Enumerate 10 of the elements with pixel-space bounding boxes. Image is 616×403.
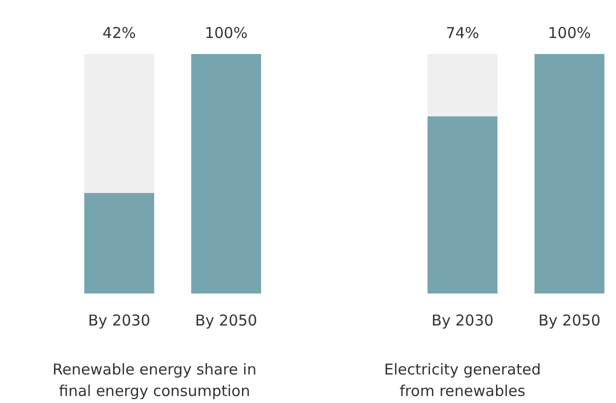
x-axis-title: Electricity generated from renewables xyxy=(384,360,541,400)
x-tick-label: By 2050 xyxy=(538,312,600,330)
annotation: 42% xyxy=(102,24,136,42)
x-tick-label: By 2050 xyxy=(195,312,258,330)
x-tick-label: By 2030 xyxy=(431,312,494,330)
x-tick-label: By 2030 xyxy=(88,312,150,330)
annotation: 74% xyxy=(446,24,480,42)
x-axis-title: Renewable energy share in final energy consumption xyxy=(52,360,256,400)
annotation: 100% xyxy=(204,24,248,42)
annotation: 100% xyxy=(548,24,591,42)
